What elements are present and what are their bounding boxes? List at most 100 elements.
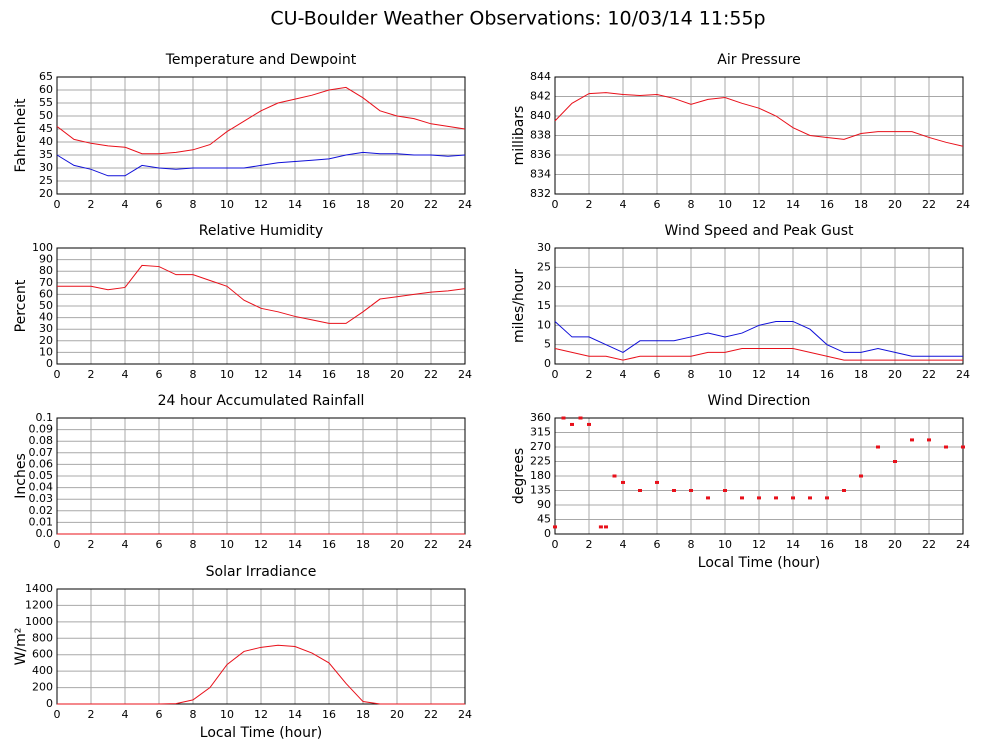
y-tick-label: 842: [530, 90, 551, 103]
x-tick-label: 12: [254, 708, 268, 721]
point: [910, 438, 914, 442]
x-tick-label: 8: [190, 198, 197, 211]
point: [791, 496, 795, 500]
x-tick-label: 4: [122, 368, 129, 381]
y-tick-label: 1400: [25, 582, 53, 595]
y-tick-label: 0: [544, 357, 551, 370]
y-tick-label: 35: [39, 148, 53, 161]
x-tick-label: 0: [54, 198, 61, 211]
y-tick-label: 0.04: [29, 481, 54, 494]
x-tick-label: 2: [88, 368, 95, 381]
y-tick-label: 90: [537, 498, 551, 511]
y-tick-label: 80: [39, 264, 53, 277]
point: [723, 489, 727, 492]
y-tick-label: 10: [39, 345, 53, 358]
y-tick-label: 0.07: [29, 446, 54, 459]
x-tick-label: 10: [718, 198, 732, 211]
y-tick-label: 30: [39, 322, 53, 335]
y-tick-label: 832: [530, 187, 551, 200]
x-tick-label: 18: [854, 538, 868, 551]
y-tick-label: 50: [39, 299, 53, 312]
x-tick-label: 6: [156, 538, 163, 551]
y-tick-label: 360: [530, 411, 551, 424]
x-tick-label: 20: [390, 538, 404, 551]
x-tick-label: 10: [220, 368, 234, 381]
y-axis-label: millibars: [511, 106, 527, 166]
point: [689, 489, 693, 492]
x-tick-label: 12: [752, 538, 766, 551]
y-tick-label: 30: [537, 241, 551, 254]
y-tick-label: 100: [32, 241, 53, 254]
y-tick-label: 0: [544, 527, 551, 540]
x-tick-label: 4: [620, 368, 627, 381]
x-tick-label: 2: [88, 708, 95, 721]
point: [672, 489, 676, 492]
x-tick-label: 14: [288, 198, 302, 211]
x-tick-label: 20: [888, 198, 902, 211]
y-tick-label: 0.09: [29, 423, 54, 436]
y-tick-label: 20: [39, 187, 53, 200]
x-tick-label: 16: [820, 368, 834, 381]
x-tick-label: 14: [288, 708, 302, 721]
x-tick-label: 16: [820, 198, 834, 211]
x-tick-label: 6: [156, 708, 163, 721]
point: [961, 445, 965, 449]
point: [578, 416, 583, 420]
y-tick-label: 70: [39, 276, 53, 289]
x-tick-label: 8: [190, 538, 197, 551]
x-tick-label: 16: [322, 198, 336, 211]
x-tick-label: 10: [220, 708, 234, 721]
x-tick-label: 10: [718, 368, 732, 381]
y-tick-label: 90: [39, 253, 53, 266]
x-tick-label: 20: [390, 368, 404, 381]
point: [612, 474, 617, 478]
x-tick-label: 2: [88, 538, 95, 551]
x-tick-label: 22: [922, 538, 936, 551]
chart-title: Wind Speed and Peak Gust: [665, 223, 854, 239]
y-tick-label: 180: [530, 469, 551, 482]
chart-title: Air Pressure: [717, 52, 800, 68]
y-tick-label: 40: [39, 135, 53, 148]
point: [842, 489, 846, 492]
x-tick-label: 6: [654, 198, 661, 211]
x-tick-label: 6: [654, 368, 661, 381]
y-tick-label: 5: [544, 338, 551, 351]
x-tick-label: 4: [122, 198, 129, 211]
point: [587, 422, 591, 426]
plot-frame: [554, 417, 964, 535]
x-tick-label: 0: [552, 538, 559, 551]
chart-title: 24 hour Accumulated Rainfall: [158, 393, 365, 409]
y-tick-label: 836: [530, 148, 551, 161]
y-tick-label: 315: [530, 426, 551, 439]
point: [893, 460, 897, 463]
point: [561, 416, 566, 420]
x-tick-label: 2: [88, 198, 95, 211]
y-tick-label: 0.02: [29, 504, 54, 517]
x-tick-label: 24: [956, 538, 970, 551]
point: [655, 480, 659, 484]
x-tick-label: 16: [322, 368, 336, 381]
x-tick-label: 16: [820, 538, 834, 551]
x-tick-label: 8: [688, 368, 695, 381]
series-line: [554, 92, 964, 147]
y-tick-label: 45: [537, 513, 551, 526]
y-tick-label: 834: [530, 168, 551, 181]
x-tick-label: 8: [190, 368, 197, 381]
y-tick-label: 844: [530, 70, 551, 83]
plot-frame: [56, 247, 466, 365]
x-tick-label: 0: [54, 708, 61, 721]
series-line: [56, 86, 466, 155]
y-tick-label: 50: [39, 109, 53, 122]
x-tick-label: 20: [390, 198, 404, 211]
y-tick-label: 0.06: [29, 457, 54, 470]
point: [621, 480, 625, 484]
x-tick-label: 0: [552, 198, 559, 211]
x-tick-label: 10: [220, 198, 234, 211]
chart-title: Solar Irradiance: [206, 564, 317, 580]
y-tick-label: 0: [46, 697, 53, 710]
y-tick-label: 55: [39, 96, 53, 109]
y-tick-label: 20: [39, 334, 53, 347]
y-tick-label: 0.08: [29, 434, 54, 447]
y-tick-label: 600: [32, 648, 53, 661]
